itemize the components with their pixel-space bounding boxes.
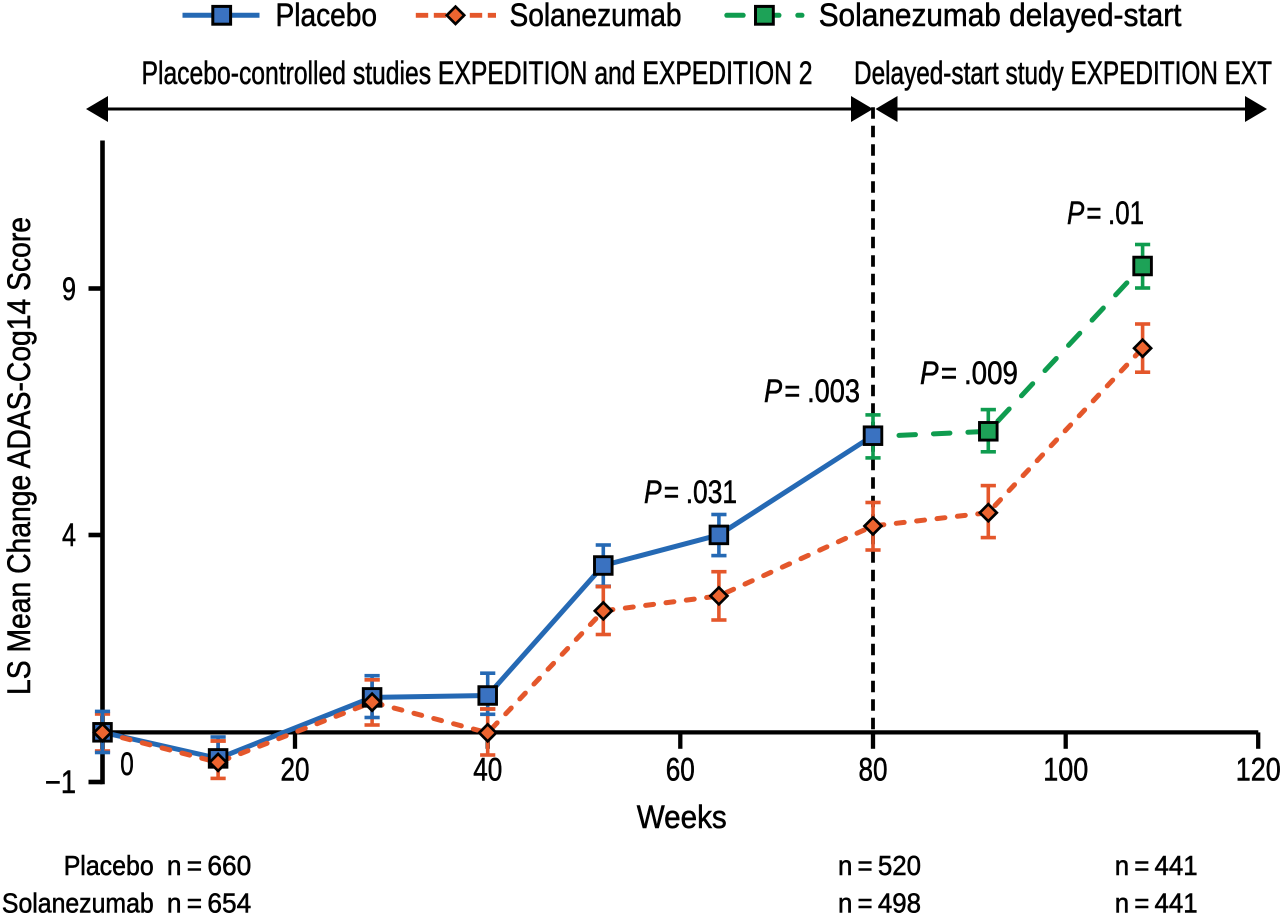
svg-text:120: 120 — [1236, 752, 1280, 788]
svg-text:60: 60 — [666, 752, 695, 788]
svg-text:Placebo: Placebo — [64, 850, 154, 881]
svg-text:Solanezumab: Solanezumab — [510, 0, 682, 33]
svg-text:n = 660: n = 660 — [167, 850, 251, 881]
svg-text:20: 20 — [281, 752, 310, 788]
svg-text:n = 654: n = 654 — [167, 888, 251, 914]
svg-text:100: 100 — [1043, 752, 1088, 788]
svg-text:LS Mean Change ADAS-Cog14 Scor: LS Mean Change ADAS-Cog14 Score — [1, 217, 37, 695]
svg-text:n = 441: n = 441 — [1115, 888, 1198, 914]
svg-text:n = 441: n = 441 — [1115, 850, 1198, 881]
svg-text:P = .01: P = .01 — [1067, 195, 1144, 231]
svg-text:80: 80 — [859, 752, 888, 788]
svg-text:Solanezumab delayed-start: Solanezumab delayed-start — [819, 0, 1182, 33]
svg-text:40: 40 — [473, 752, 502, 788]
svg-text:n = 498: n = 498 — [838, 888, 921, 914]
svg-text:P = .031: P = .031 — [644, 474, 737, 510]
svg-text:Solanezumab: Solanezumab — [2, 888, 154, 914]
svg-text:Placebo-controlled studies EXP: Placebo-controlled studies EXPEDITION an… — [142, 55, 813, 91]
svg-text:9: 9 — [62, 271, 76, 307]
svg-text:n = 520: n = 520 — [838, 850, 921, 881]
svg-text:P = .009: P = .009 — [920, 355, 1018, 391]
svg-text:0: 0 — [120, 746, 134, 782]
svg-text:P = .003: P = .003 — [764, 373, 860, 409]
svg-text:Delayed-start study EXPEDITION: Delayed-start study EXPEDITION EXT — [854, 55, 1272, 91]
svg-text:Weeks: Weeks — [637, 799, 727, 835]
svg-text:−1: −1 — [45, 764, 76, 800]
svg-text:Placebo: Placebo — [276, 0, 378, 33]
svg-text:4: 4 — [62, 517, 76, 553]
